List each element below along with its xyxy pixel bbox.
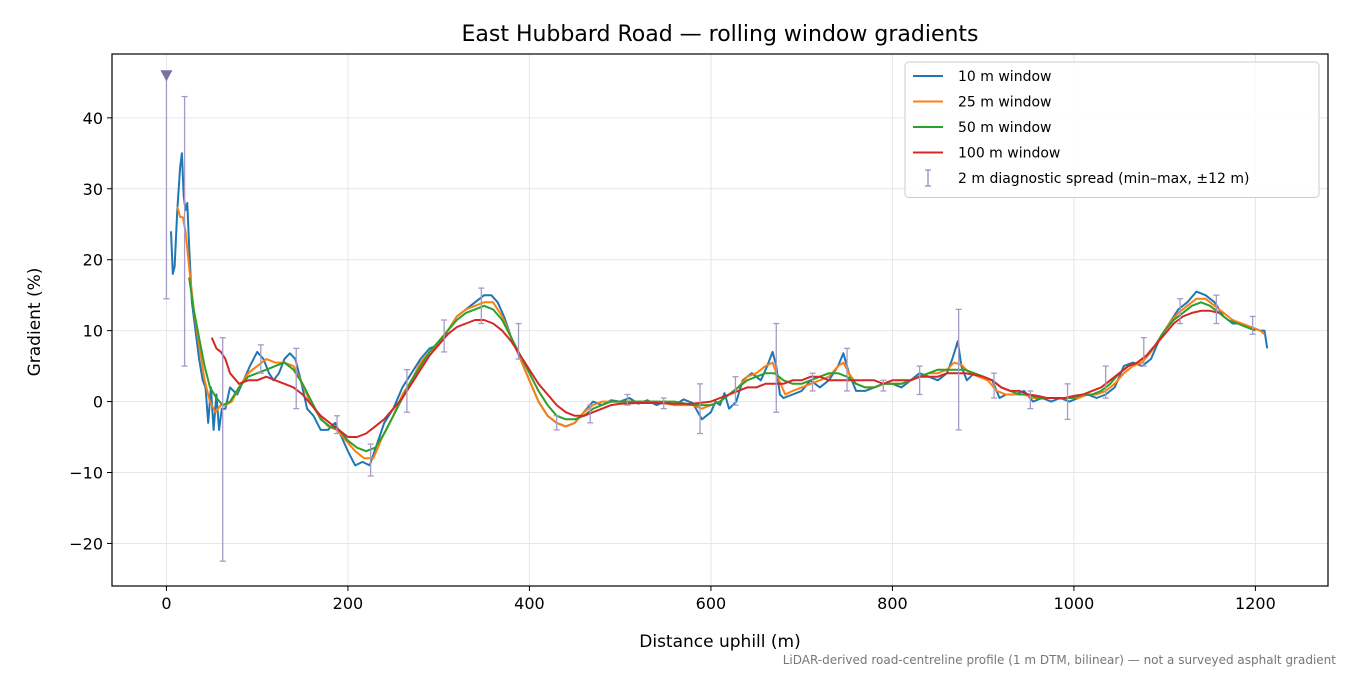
x-tick-label: 200	[333, 594, 364, 613]
diagnostic-spread-bars	[163, 74, 1256, 562]
axes: 0 200 400 600 800 1000 1200 −20 −10 0 10 20 30 40	[69, 53, 1329, 613]
x-tick-label: 1000	[1054, 594, 1095, 613]
y-tick-label: −20	[69, 534, 103, 553]
chart-title: East Hubbard Road — rolling window gradi…	[461, 22, 978, 47]
y-tick-label: −10	[69, 464, 103, 483]
x-tick-label: 800	[877, 594, 908, 613]
legend-box	[904, 61, 1320, 198]
plot-frame	[111, 53, 1329, 587]
x-axis-label: Distance uphill (m)	[639, 632, 800, 652]
legend-label: 25 m window	[958, 95, 1051, 111]
x-tick-label: 600	[696, 594, 727, 613]
y-tick-label: 40	[83, 109, 103, 128]
series-line-0	[170, 152, 1269, 467]
series-line-2	[188, 277, 1256, 453]
y-tick-label: 20	[83, 251, 103, 270]
y-axis-label: Gradient (%)	[25, 268, 45, 377]
y-tick-label: 0	[93, 393, 103, 412]
legend-label: 2 m diagnostic spread (min–max, ±12 m)	[958, 171, 1249, 187]
series-layer	[160, 70, 1269, 562]
legend-label: 50 m window	[958, 120, 1051, 136]
y-tick-label: 10	[83, 322, 103, 341]
series-line-3	[210, 309, 1220, 438]
series-line-1	[176, 206, 1266, 460]
peak-marker	[160, 70, 173, 82]
legend-label: 10 m window	[958, 69, 1051, 85]
legend: 10 m window 25 m window 50 m window 100 m w…	[904, 61, 1320, 198]
x-tick-label: 400	[514, 594, 545, 613]
y-tick-label: 30	[83, 180, 103, 199]
x-tick-label: 1200	[1235, 594, 1276, 613]
x-tick-label: 0	[161, 594, 171, 613]
footnote: LiDAR-derived road-centreline profile (1…	[783, 653, 1337, 667]
legend-label: 100 m window	[958, 146, 1060, 162]
